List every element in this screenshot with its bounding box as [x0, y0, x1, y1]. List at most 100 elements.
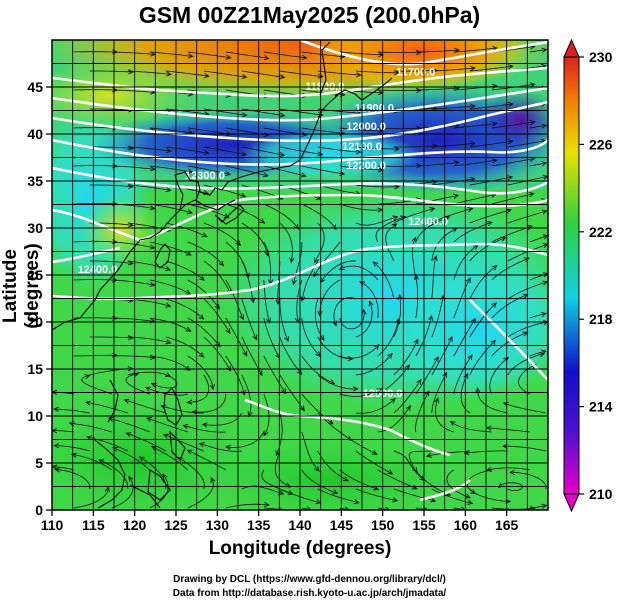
streamline-arrowhead — [405, 405, 411, 412]
streamline — [377, 364, 410, 395]
streamline — [111, 89, 155, 93]
chart-title: GSM 00Z21May2025 (200.0hPa) — [138, 2, 481, 28]
streamline-arrowhead — [279, 112, 286, 118]
streamline — [355, 184, 399, 188]
streamline — [293, 241, 303, 285]
streamline-arrowhead — [397, 293, 403, 300]
streamline — [355, 70, 399, 74]
contour-line — [419, 479, 471, 502]
streamline — [453, 47, 497, 53]
streamline — [301, 393, 334, 425]
streamline — [415, 195, 459, 205]
y-axis-ticks: 0 5 10 15 20 25 30 35 40 45 — [27, 79, 52, 518]
streamline — [301, 165, 345, 175]
streamline-arrowhead — [491, 158, 498, 164]
streamline-arrowhead — [128, 145, 135, 151]
streamline — [486, 467, 530, 471]
streamline-arrowhead — [300, 172, 307, 178]
streamline — [339, 127, 383, 132]
streamline — [377, 469, 417, 490]
streamline — [469, 302, 497, 338]
streamline-arrowhead — [128, 475, 134, 482]
streamline-arrowhead — [338, 265, 345, 270]
streamline-arrowhead — [127, 260, 134, 266]
streamline-arrowhead — [317, 151, 324, 157]
streamline-arrowhead — [485, 425, 492, 431]
streamline — [359, 281, 379, 319]
streamline — [263, 393, 270, 436]
y-tick-label: 30 — [27, 220, 43, 236]
streamline — [89, 108, 134, 111]
streamline-arrowhead — [469, 141, 476, 147]
streamline — [165, 298, 204, 320]
streamline-arrowhead — [293, 223, 300, 230]
streamline-arrowhead — [470, 65, 476, 71]
streamline — [415, 469, 451, 496]
streamline-arrowhead — [185, 289, 192, 295]
streamline — [393, 488, 436, 502]
streamline-arrowhead — [241, 74, 248, 80]
streamline — [529, 235, 548, 243]
x-tick-label: 150 — [371, 517, 395, 533]
streamline — [71, 453, 113, 471]
streamline-arrowhead — [394, 146, 400, 152]
streamline — [225, 317, 248, 356]
streamline-arrowhead — [149, 205, 156, 211]
streamline-arrowhead — [165, 339, 172, 345]
streamline — [518, 364, 537, 395]
streamline-arrowhead — [347, 356, 354, 362]
streamline — [469, 103, 513, 110]
streamline-arrowhead — [198, 352, 205, 358]
y-axis-label: Latitude (degrees) — [0, 243, 43, 329]
streamline-arrowhead — [392, 215, 399, 221]
streamline — [415, 49, 459, 53]
streamline-arrowhead — [203, 190, 210, 196]
streamline-arrowhead — [149, 166, 156, 172]
streamline — [111, 317, 155, 322]
streamline — [314, 298, 325, 341]
streamline — [225, 241, 249, 278]
streamline — [263, 241, 271, 285]
streamline-arrowhead — [299, 405, 305, 412]
streamline-arrowhead — [162, 433, 169, 439]
streamline-arrowhead — [104, 486, 110, 493]
streamline — [192, 393, 227, 413]
streamline — [355, 146, 399, 150]
streamline — [108, 417, 150, 433]
streamline — [149, 241, 192, 256]
streamline — [529, 162, 547, 167]
streamline — [279, 299, 289, 342]
streamline-arrowhead — [291, 279, 297, 286]
contour-label: 11700.0 — [396, 67, 435, 79]
streamline-arrowhead — [539, 352, 546, 358]
streamline — [529, 273, 548, 281]
streamline — [89, 70, 134, 73]
streamline-arrowhead — [139, 456, 145, 462]
streamline-arrowhead — [529, 119, 536, 126]
streamline-arrowhead — [432, 105, 439, 111]
streamline-arrowhead — [317, 73, 324, 79]
streamline — [111, 476, 134, 509]
streamline-arrowhead — [289, 257, 295, 264]
streamline — [375, 216, 406, 243]
streamline — [317, 146, 361, 153]
streamline-arrowhead — [187, 168, 194, 175]
streamline — [393, 145, 438, 148]
streamline — [486, 427, 530, 433]
streamline — [529, 125, 547, 129]
streamline — [199, 443, 242, 452]
streamline — [203, 184, 246, 197]
streamline-arrowhead — [70, 452, 77, 458]
streamline — [317, 450, 349, 482]
streamline-arrowhead — [444, 216, 451, 221]
streamline-arrowhead — [165, 302, 172, 308]
streamline-arrowhead — [314, 257, 319, 264]
streamline — [426, 450, 470, 457]
streamline-arrowhead — [262, 172, 269, 178]
streamline-arrowhead — [391, 223, 398, 229]
streamline — [225, 51, 269, 59]
streamline-arrowhead — [507, 175, 514, 181]
streamline — [453, 277, 471, 319]
streamline — [466, 469, 492, 494]
streamline — [203, 70, 247, 78]
